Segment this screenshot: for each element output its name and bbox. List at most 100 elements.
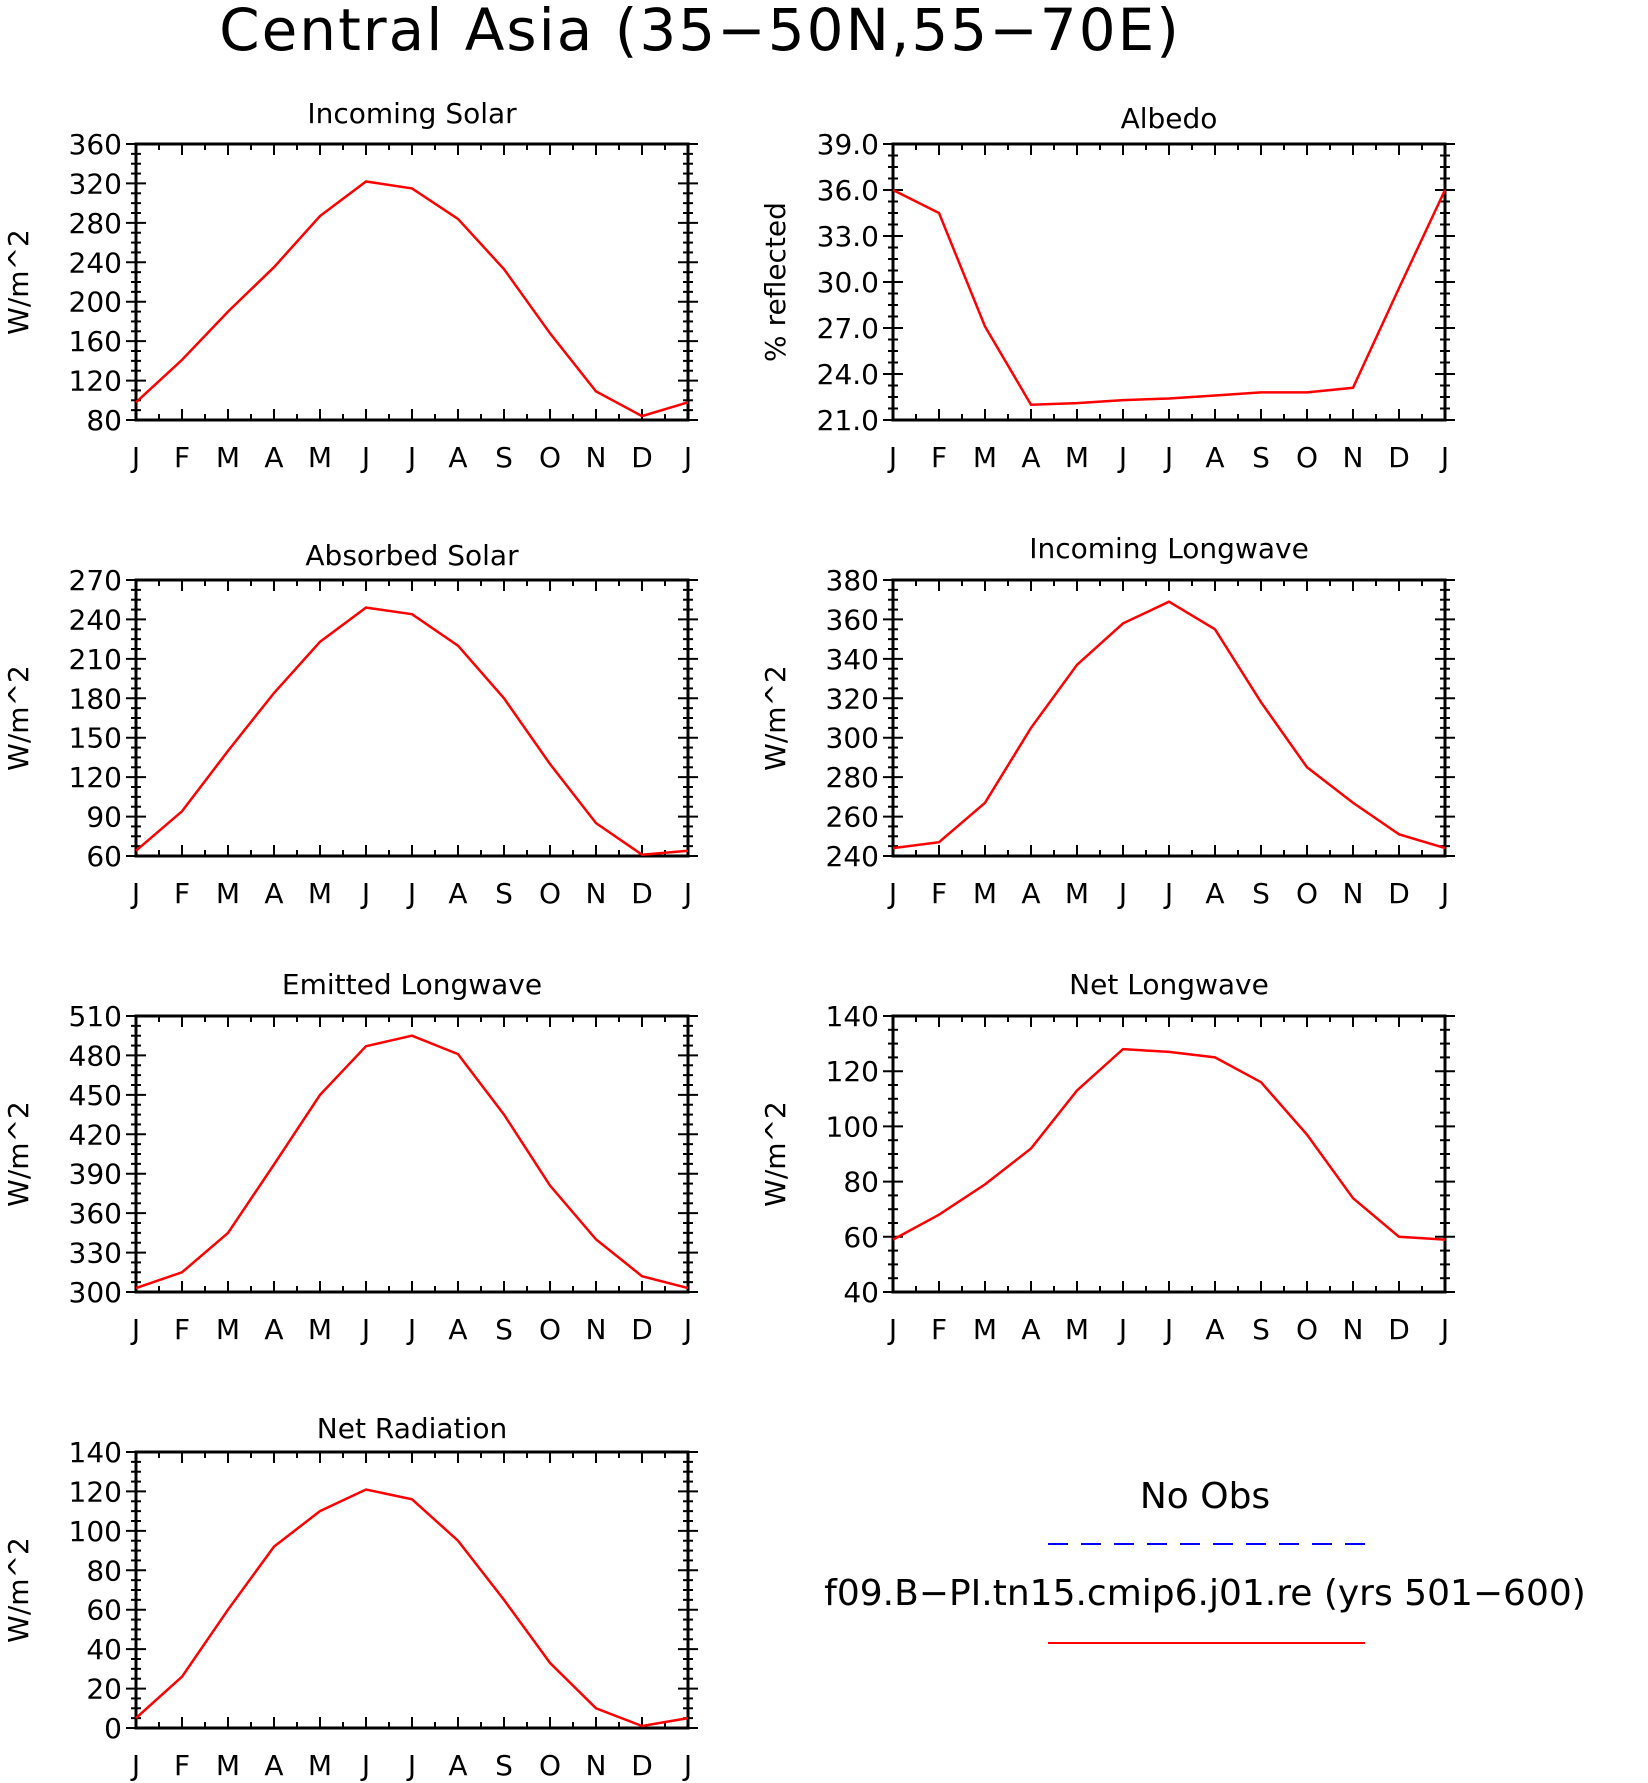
panel-title: Net Longwave xyxy=(1069,968,1269,1001)
panel-title: Incoming Longwave xyxy=(1029,532,1309,565)
x-tick-label: J xyxy=(406,1313,416,1346)
x-tick-label: D xyxy=(1388,877,1410,910)
x-tick-label: J xyxy=(130,877,140,910)
x-tick-label: J xyxy=(682,1749,692,1782)
y-tick-label: 280 xyxy=(69,207,122,240)
x-tick-label: D xyxy=(631,441,653,474)
x-tick-label: M xyxy=(216,1749,240,1782)
x-tick-label: J xyxy=(887,441,897,474)
x-tick-label: J xyxy=(130,1749,140,1782)
x-tick-label: A xyxy=(448,877,467,910)
x-tick-label: A xyxy=(264,1749,283,1782)
x-tick-label: J xyxy=(1117,877,1127,910)
x-tick-label: F xyxy=(174,1313,190,1346)
x-tick-label: J xyxy=(1117,441,1127,474)
x-tick-label: J xyxy=(682,877,692,910)
y-axis-label: W/m^2 xyxy=(2,1101,35,1207)
panel-title: Incoming Solar xyxy=(307,97,517,130)
x-tick-label: J xyxy=(406,1749,416,1782)
y-tick-label: 260 xyxy=(826,801,879,834)
x-tick-label: J xyxy=(887,877,897,910)
y-axis-label: W/m^2 xyxy=(2,665,35,771)
x-tick-label: S xyxy=(495,1313,513,1346)
x-tick-label: S xyxy=(495,877,513,910)
x-tick-label: S xyxy=(1252,1313,1270,1346)
panel-title: Albedo xyxy=(1121,102,1218,135)
x-tick-label: M xyxy=(1065,877,1089,910)
x-tick-label: N xyxy=(586,441,607,474)
y-tick-label: 27.0 xyxy=(817,312,879,345)
y-tick-label: 300 xyxy=(69,1276,122,1309)
x-tick-label: J xyxy=(130,441,140,474)
x-tick-label: M xyxy=(1065,441,1089,474)
y-tick-label: 510 xyxy=(69,1000,122,1033)
y-tick-label: 36.0 xyxy=(817,174,879,207)
x-tick-label: J xyxy=(682,441,692,474)
x-tick-label: N xyxy=(1343,441,1364,474)
y-tick-label: 330 xyxy=(69,1237,122,1270)
y-tick-label: 340 xyxy=(826,643,879,676)
x-tick-label: F xyxy=(931,1313,947,1346)
x-tick-label: J xyxy=(887,1313,897,1346)
x-tick-label: N xyxy=(586,877,607,910)
x-tick-label: O xyxy=(539,1313,561,1346)
x-tick-label: A xyxy=(1205,1313,1224,1346)
y-tick-label: 240 xyxy=(826,840,879,873)
y-tick-label: 160 xyxy=(69,325,122,358)
series-line xyxy=(135,1034,689,1290)
y-tick-label: 90 xyxy=(86,801,122,834)
x-tick-label: J xyxy=(360,1313,370,1346)
y-tick-label: 120 xyxy=(69,1475,122,1508)
x-tick-label: A xyxy=(1205,441,1224,474)
y-tick-label: 300 xyxy=(826,722,879,755)
x-tick-label: O xyxy=(1296,441,1318,474)
y-tick-label: 140 xyxy=(69,1436,122,1469)
y-tick-label: 360 xyxy=(826,603,879,636)
y-tick-label: 21.0 xyxy=(817,404,879,437)
x-tick-label: S xyxy=(1252,877,1270,910)
x-tick-label: D xyxy=(631,1749,653,1782)
x-tick-label: M xyxy=(973,1313,997,1346)
x-tick-label: M xyxy=(216,1313,240,1346)
plot-frame xyxy=(891,1014,1447,1294)
x-tick-label: J xyxy=(1117,1313,1127,1346)
y-tick-label: 100 xyxy=(826,1110,879,1143)
x-tick-label: N xyxy=(586,1749,607,1782)
plot-frame xyxy=(134,142,690,422)
x-tick-label: A xyxy=(448,1749,467,1782)
x-tick-label: F xyxy=(174,877,190,910)
panel-title: Absorbed Solar xyxy=(305,539,519,572)
panel-title: Net Radiation xyxy=(317,1412,507,1445)
x-tick-label: D xyxy=(1388,441,1410,474)
y-tick-label: 60 xyxy=(843,1221,879,1254)
x-tick-label: M xyxy=(1065,1313,1089,1346)
y-tick-label: 280 xyxy=(826,761,879,794)
x-tick-label: J xyxy=(682,1313,692,1346)
legend-label-model: f09.B−PI.tn15.cmip6.j01.re (yrs 501−600) xyxy=(824,1573,1586,1614)
x-tick-label: J xyxy=(1439,877,1449,910)
x-tick-label: J xyxy=(360,1749,370,1782)
y-axis-label: W/m^2 xyxy=(759,1101,792,1207)
y-tick-label: 33.0 xyxy=(817,220,879,253)
legend: No Obs f09.B−PI.tn15.cmip6.j01.re (yrs 5… xyxy=(824,1476,1586,1644)
y-tick-label: 100 xyxy=(69,1515,122,1548)
y-tick-label: 480 xyxy=(69,1039,122,1072)
x-tick-label: D xyxy=(631,1313,653,1346)
x-tick-label: M xyxy=(308,877,332,910)
series-line xyxy=(135,180,689,418)
y-tick-label: 80 xyxy=(843,1166,879,1199)
y-axis-label: W/m^2 xyxy=(759,665,792,771)
y-axis-label: W/m^2 xyxy=(2,229,35,335)
x-tick-label: J xyxy=(1439,441,1449,474)
series-line xyxy=(135,1488,689,1728)
x-tick-label: A xyxy=(448,441,467,474)
x-tick-label: A xyxy=(264,441,283,474)
x-tick-label: A xyxy=(1021,877,1040,910)
x-tick-label: A xyxy=(1205,877,1224,910)
plot-frame xyxy=(891,142,1447,422)
plot-frame xyxy=(134,1450,690,1730)
y-tick-label: 120 xyxy=(69,365,122,398)
